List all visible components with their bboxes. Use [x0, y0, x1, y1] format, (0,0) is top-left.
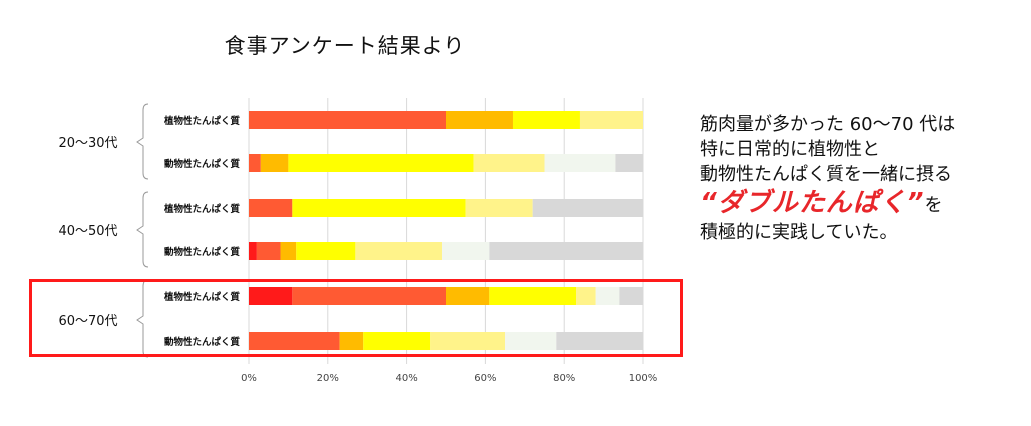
bar-segment: [579, 111, 643, 129]
note-line-5: 積極的に実践していた。: [700, 222, 898, 243]
bar-segment: [619, 287, 643, 305]
bar-segment: [489, 287, 577, 305]
bar-label: 植物性たんぱく質: [163, 203, 241, 215]
bar-segment: [249, 287, 293, 305]
bar-segment: [249, 111, 446, 129]
x-tick-label: 100%: [629, 373, 658, 384]
group-label: 60～70代: [58, 314, 117, 329]
bar-segment: [288, 154, 474, 172]
bar-segment: [249, 332, 340, 350]
bar-segment: [280, 242, 297, 260]
x-tick-label: 60%: [474, 373, 496, 384]
bar-segment: [363, 332, 431, 350]
bar-segment: [473, 154, 545, 172]
bar-segment: [505, 332, 557, 350]
note-line-4: “ダブルたんぱく”を: [700, 188, 1025, 218]
bar-label: 植物性たんぱく質: [163, 115, 241, 127]
group-bracket: [136, 191, 149, 268]
bar-segment: [249, 242, 257, 260]
bar-segment: [249, 199, 293, 217]
highlight-box-60-70: [29, 279, 683, 357]
x-tick-label: 0%: [241, 373, 257, 384]
bar-segment: [465, 199, 533, 217]
bar-segment: [595, 287, 620, 305]
chart-title: 食事アンケート結果より: [224, 34, 466, 58]
bar-segment: [512, 111, 580, 129]
x-tick-label: 80%: [553, 373, 575, 384]
note-particle: を: [924, 195, 943, 216]
group-bracket: [136, 103, 149, 180]
annotation-text: 筋肉量が多かった 60～70 代は 特に日常的に植物性と 動物性たんぱく質を一緒…: [700, 112, 1025, 245]
bar-segment: [532, 199, 643, 217]
note-line-1: 筋肉量が多かった 60～70 代は: [700, 114, 956, 135]
x-tick-label: 40%: [395, 373, 417, 384]
group-label: 40～50代: [58, 224, 117, 239]
note-line-3: 動物性たんぱく質を一緒に摂る: [700, 164, 952, 185]
bar-segment: [556, 332, 643, 350]
bar-segment: [339, 332, 364, 350]
bar-segment: [296, 242, 356, 260]
bar-segment: [446, 287, 490, 305]
bar-segment: [430, 332, 506, 350]
bar-segment: [544, 154, 616, 172]
bar-label: 動物性たんぱく質: [164, 158, 241, 170]
bar-segment: [292, 199, 466, 217]
note-emphasis: “ダブルたんぱく”: [700, 188, 925, 218]
bar-segment: [249, 154, 261, 172]
bar-segment: [442, 242, 490, 260]
stacked-bar-chart: 0% 20% 40% 60% 80% 100%20～30代植物性たんぱく質動物性たんぱく質…: [58, 98, 658, 384]
bar-segment: [446, 111, 513, 129]
x-tick-label: 20%: [317, 373, 339, 384]
bar-segment: [615, 154, 643, 172]
bar-segment: [256, 242, 281, 260]
bar-segment: [292, 287, 446, 305]
group-label: 20～30代: [58, 136, 117, 151]
bar-segment: [260, 154, 289, 172]
bar-label: 動物性たんぱく質: [164, 246, 241, 258]
bar-label: 植物性たんぱく質: [163, 291, 241, 303]
bar-label: 動物性たんぱく質: [164, 336, 241, 348]
note-line-2: 特に日常的に植物性と: [700, 139, 880, 160]
bar-segment: [489, 242, 643, 260]
bar-segment: [576, 287, 596, 305]
bar-segment: [355, 242, 443, 260]
